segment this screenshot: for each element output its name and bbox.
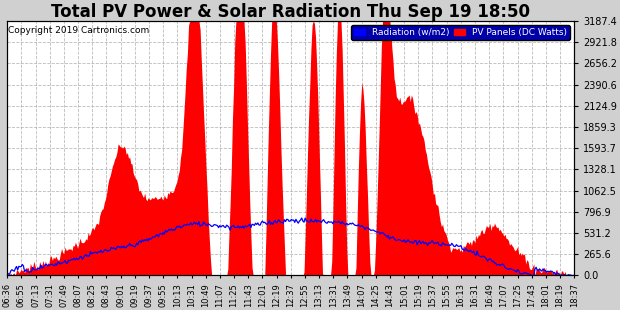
Text: Copyright 2019 Cartronics.com: Copyright 2019 Cartronics.com xyxy=(9,26,149,35)
Title: Total PV Power & Solar Radiation Thu Sep 19 18:50: Total PV Power & Solar Radiation Thu Sep… xyxy=(51,3,530,21)
Legend: Radiation (w/m2), PV Panels (DC Watts): Radiation (w/m2), PV Panels (DC Watts) xyxy=(351,25,570,40)
